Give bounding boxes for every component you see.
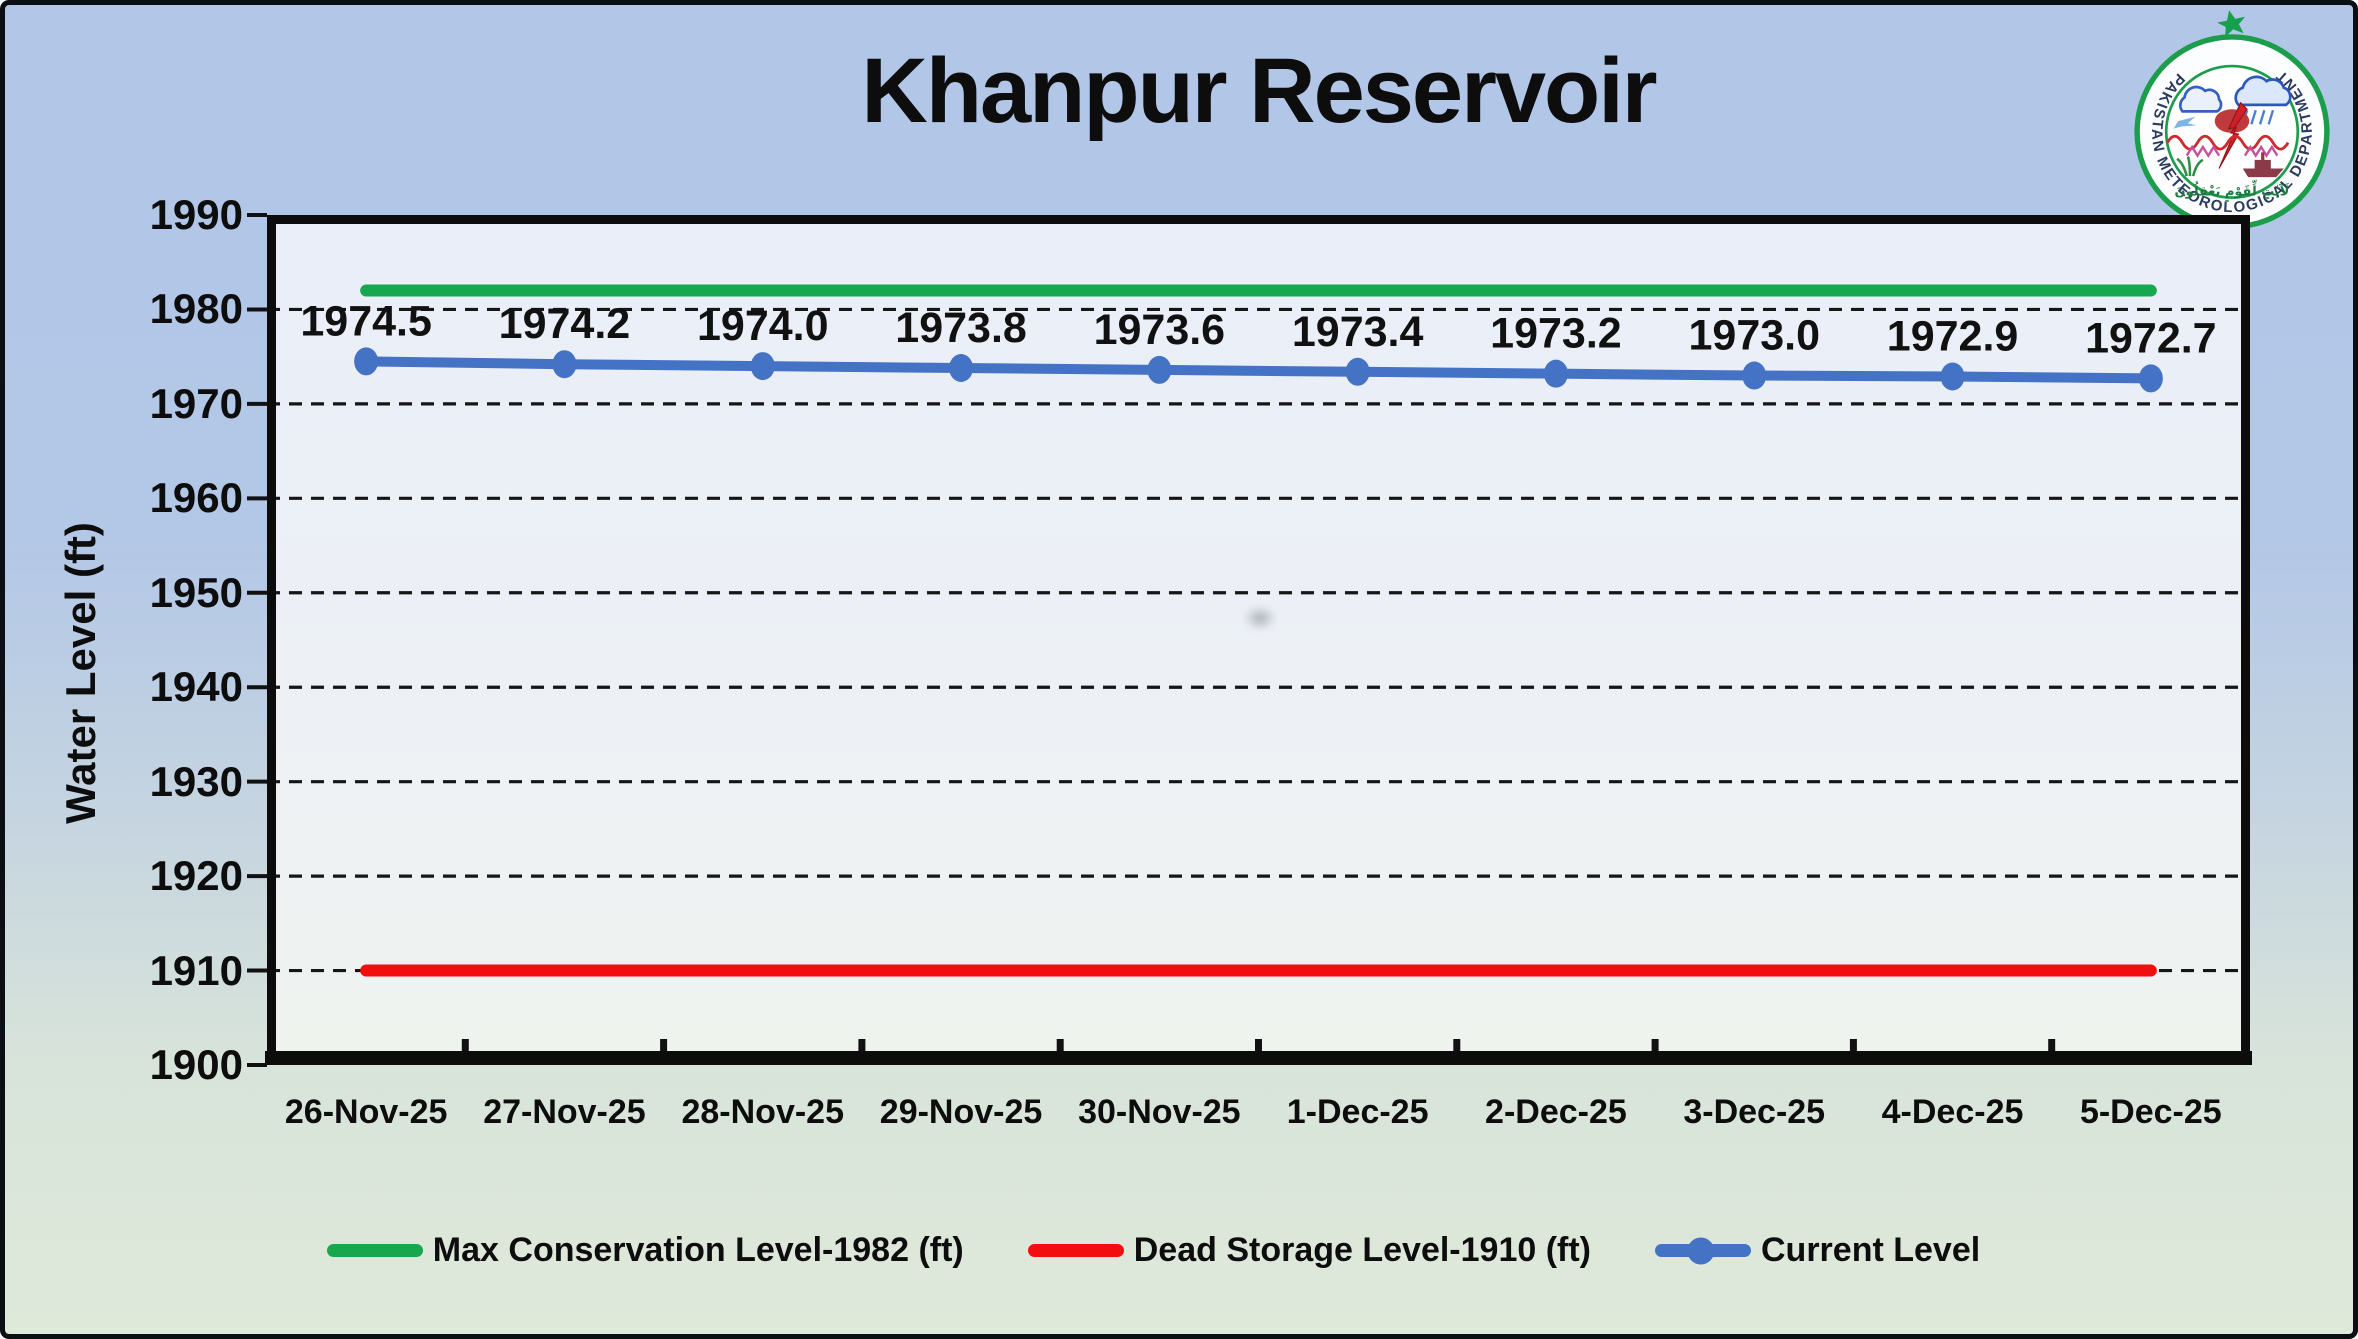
legend-label: Current Level	[1761, 1231, 1981, 1269]
cloud-right-icon	[2234, 75, 2292, 107]
data-point-marker	[949, 354, 974, 382]
current-level-line	[361, 356, 2156, 384]
y-axis-tick-label: 1910	[149, 946, 243, 994]
y-axis-tick-label: 1940	[149, 663, 243, 711]
y-axis-tick-label: 1960	[149, 474, 243, 522]
data-label: 1974.0	[697, 302, 829, 350]
data-point-marker	[354, 347, 379, 376]
data-label: 1974.2	[499, 300, 631, 348]
legend-swatch-green-line-icon	[326, 1244, 423, 1257]
data-label: 1973.2	[1490, 310, 1622, 358]
x-axis-tick-label: 28-Nov-25	[681, 1093, 844, 1131]
data-point-marker	[1940, 362, 1965, 391]
y-axis-tick-label: 1980	[149, 285, 243, 333]
data-point-marker	[1543, 359, 1568, 388]
data-point-marker	[1345, 357, 1370, 386]
data-label: 1973.6	[1094, 306, 1226, 354]
legend: Max Conservation Level-1982 (ft) Dead St…	[162, 1231, 2145, 1270]
y-axis-tick-label: 1950	[149, 568, 243, 616]
star-icon	[2217, 10, 2246, 38]
legend-marker-icon	[1687, 1237, 1715, 1264]
y-axis-tick-label: 1920	[149, 852, 243, 900]
magenta-wave-right	[2243, 144, 2279, 158]
x-axis-tick-label: 30-Nov-25	[1078, 1093, 1241, 1131]
data-point-marker	[1147, 355, 1172, 384]
x-axis-tick-label: 26-Nov-25	[284, 1093, 448, 1131]
smudge-artifact	[1243, 605, 1277, 631]
data-point-marker	[2138, 364, 2163, 393]
y-axis-tick-label: 1990	[149, 191, 243, 238]
data-label: 1973.0	[1688, 312, 1820, 360]
legend-item-dead-storage: Dead Storage Level-1910 (ft)	[1027, 1231, 1591, 1270]
data-label: 1972.9	[1887, 313, 2019, 361]
red-wave-line	[2166, 134, 2290, 151]
y-axis-tick-label: 1970	[149, 379, 243, 427]
magenta-wave-left	[2185, 144, 2221, 158]
grass-icon	[2176, 156, 2204, 177]
cloud-left-icon	[2178, 85, 2223, 113]
data-point-marker	[552, 350, 577, 379]
ship-icon	[2242, 152, 2284, 178]
x-tick-labels: 26-Nov-25 27-Nov-25 28-Nov-25 29-Nov-25 30-N…	[267, 1093, 2250, 1132]
plot-background	[267, 215, 2250, 1065]
x-axis-tick-label: 27-Nov-25	[483, 1093, 646, 1131]
logo-art: لَآيَٰتٍ لِّقَوْمٍ يَعْقِلُونَ	[2166, 75, 2292, 203]
data-label: 1974.5	[300, 297, 432, 345]
y-axis-tick-label: 1930	[149, 757, 243, 805]
legend-swatch-red-line-icon	[1027, 1244, 1124, 1257]
data-label: 1973.4	[1292, 308, 1424, 356]
legend-label: Dead Storage Level-1910 (ft)	[1133, 1231, 1591, 1269]
x-axis-tick-label: 5-Dec-25	[2079, 1093, 2222, 1131]
legend-item-current-level: Current Level	[1655, 1231, 1980, 1270]
legend-swatch-blue-line-marker-icon	[1655, 1237, 1751, 1264]
data-label: 1972.7	[2085, 314, 2217, 362]
plot-area: 1974.5 1974.2 1974.0 1973.8 1973.6 1973.4 1973…	[247, 213, 2252, 1067]
y-axis-tick-label: 1900	[149, 1041, 243, 1088]
data-point-marker	[1742, 361, 1767, 390]
legend-label: Max Conservation Level-1982 (ft)	[432, 1231, 964, 1269]
x-axis-tick-label: 4-Dec-25	[1881, 1093, 2024, 1131]
x-axis-tick-label: 2-Dec-25	[1485, 1093, 1627, 1131]
data-label: 1973.8	[895, 304, 1027, 352]
x-axis-tick-label: 1-Dec-25	[1286, 1093, 1429, 1131]
pmd-logo-icon: PAKISTAN METEOROLOGICAL DEPARTMENT	[2134, 10, 2330, 230]
x-axis-tick-label: 3-Dec-25	[1683, 1093, 1826, 1131]
legend-item-max-conservation: Max Conservation Level-1982 (ft)	[326, 1231, 964, 1270]
plane-icon	[2173, 116, 2197, 129]
x-axis-tick-label: 29-Nov-25	[879, 1093, 1043, 1131]
chart-title: Khanpur Reservoir	[861, 40, 1657, 142]
data-point-marker	[750, 352, 775, 381]
